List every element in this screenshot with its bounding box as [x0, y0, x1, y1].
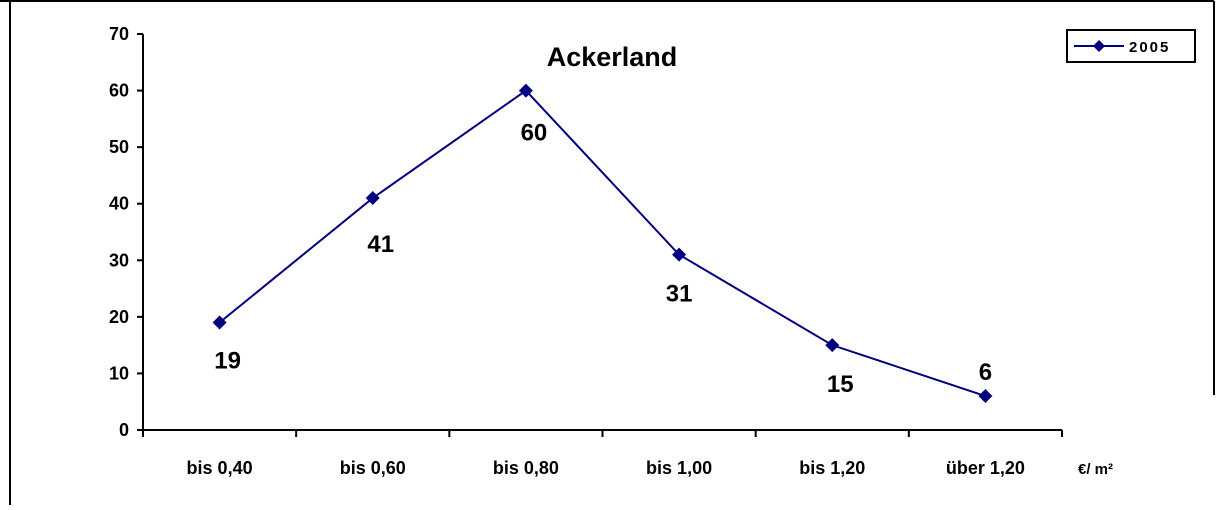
y-tick-label: 10 — [109, 363, 129, 383]
data-point-marker — [978, 389, 993, 404]
x-tick-label: bis 0,60 — [340, 458, 406, 478]
data-point-marker — [365, 191, 380, 206]
x-tick-label: über 1,20 — [946, 458, 1025, 478]
y-tick-label: 20 — [109, 307, 129, 327]
y-tick-label: 40 — [109, 194, 129, 214]
y-tick-label: 60 — [109, 81, 129, 101]
x-tick-label: bis 0,80 — [493, 458, 559, 478]
y-tick-label: 30 — [109, 250, 129, 270]
data-point-marker — [518, 83, 533, 98]
x-unit-label: €/ m² — [1078, 461, 1113, 478]
data-point-marker — [212, 315, 227, 330]
chart-title: Ackerland — [547, 42, 678, 72]
x-tick-label: bis 1,00 — [646, 458, 712, 478]
data-label: 19 — [214, 348, 241, 375]
legend: 2005 — [1066, 29, 1196, 63]
data-label: 60 — [521, 120, 548, 147]
y-tick-label: 0 — [119, 420, 129, 440]
data-label: 15 — [827, 371, 854, 398]
data-label: 6 — [979, 359, 992, 386]
x-tick-label: bis 0,40 — [187, 458, 253, 478]
x-tick-label: bis 1,20 — [799, 458, 865, 478]
data-label: 41 — [367, 231, 394, 258]
y-tick-label: 70 — [109, 24, 129, 44]
legend-marker-diamond-icon — [1093, 40, 1105, 52]
data-point-marker — [825, 338, 840, 353]
series-layer — [212, 83, 993, 404]
y-tick-label: 50 — [109, 137, 129, 157]
legend-label: 2005 — [1129, 39, 1170, 56]
data-point-marker — [672, 247, 687, 262]
series-line — [218, 89, 986, 398]
data-labels: 19 41 60 31 15 6 — [214, 120, 992, 399]
axes: 0 10 20 30 40 50 60 70 bis 0,40 bis 0,60 bis 0,80 b… — [109, 24, 1063, 478]
data-label: 31 — [666, 281, 693, 308]
